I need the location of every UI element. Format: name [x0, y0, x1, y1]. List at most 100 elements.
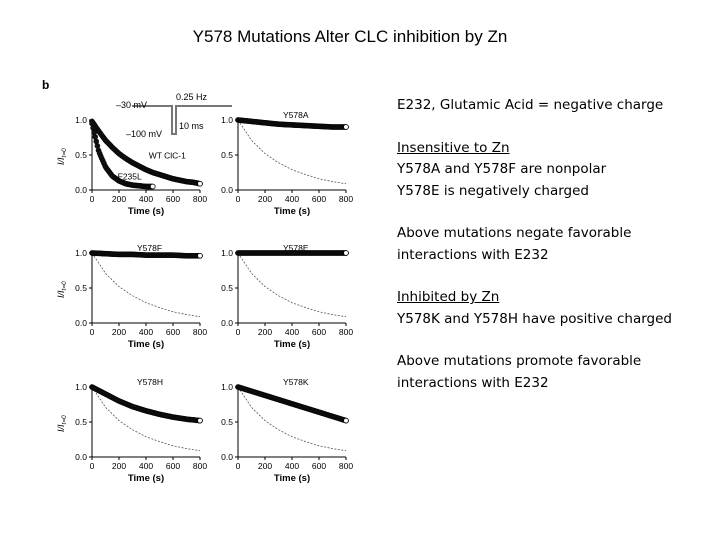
y-tick-label: 0.0 [221, 185, 233, 195]
y-tick-label: 0.0 [221, 452, 233, 462]
x-tick-label: 600 [312, 327, 326, 337]
x-tick-label: 200 [112, 194, 126, 204]
wt-reference-curve [237, 252, 347, 318]
x-axis-label: Time (s) [128, 473, 164, 484]
x-axis-label: Time (s) [274, 206, 310, 217]
insensitive-line-1: Y578A and Y578F are nonpolar [397, 161, 607, 177]
x-tick-label: 0 [90, 194, 95, 204]
figure-panel-b: b –30 mV 0.25 Hz 10 ms –100 mV 0 200 400 60… [42, 78, 353, 484]
inset-holding-label: –30 mV [116, 100, 147, 110]
y-axis-label: I/It=0 [56, 415, 68, 432]
y-tick-label: 0.0 [221, 318, 233, 328]
x-tick-label: 400 [139, 194, 153, 204]
protocol-inset [132, 105, 232, 135]
y-axis-label: I/It=0 [56, 148, 68, 165]
x-tick-label: 600 [312, 194, 326, 204]
end-point [149, 183, 156, 190]
series-label: F235L [118, 172, 142, 182]
x-tick-label: 400 [285, 194, 299, 204]
note-e232: E232, Glutamic Acid = negative charge [397, 95, 717, 117]
panel-name-label: Y578K [283, 377, 309, 387]
x-axis-label: Time (s) [274, 473, 310, 484]
wt-reference-curve [91, 386, 201, 452]
x-axis-label: Time (s) [274, 339, 310, 350]
end-point [197, 180, 203, 187]
y-tick-label: 1.0 [75, 382, 87, 392]
end-point [343, 124, 349, 130]
note-negate: Above mutations negate favorable interac… [397, 223, 717, 266]
inset-test-label: –100 mV [126, 129, 162, 139]
x-tick-label: 200 [112, 461, 126, 471]
x-tick-label: 600 [166, 461, 180, 471]
y-tick-label: 0.5 [221, 283, 233, 293]
y-tick-label: 1.0 [221, 248, 233, 258]
y-tick-label: 0.5 [221, 150, 233, 160]
y-axis-label-subscript: t=0 [61, 415, 68, 425]
x-tick-label: 200 [258, 327, 272, 337]
chart-top-right: 0 200 400 600 800 0.0 0.5 1.0 Time (s) Y578A [221, 110, 353, 217]
end-point [343, 417, 349, 424]
notes-panel: E232, Glutamic Acid = negative charge In… [397, 95, 717, 415]
y-tick-label: 0.0 [75, 452, 87, 462]
x-tick-label: 600 [166, 194, 180, 204]
y-tick-label: 1.0 [221, 382, 233, 392]
note-e232-text: E232, Glutamic Acid = negative charge [397, 97, 664, 113]
insensitive-line-2: Y578E is negatively charged [397, 182, 589, 199]
wt-reference-curve [237, 119, 347, 185]
y-tick-label: 0.5 [75, 150, 87, 160]
x-tick-label: 800 [339, 461, 353, 471]
x-tick-label: 0 [90, 327, 95, 337]
inset-duration-label: 10 ms [179, 121, 204, 131]
note-promote: Above mutations promote favorable intera… [397, 351, 717, 394]
y-tick-label: 0.5 [75, 283, 87, 293]
y-axis-label-subscript: t=0 [61, 148, 68, 158]
x-tick-label: 200 [258, 461, 272, 471]
series-label: WT ClC-1 [149, 151, 186, 161]
slide-title: Y578 Mutations Alter CLC inhibition by Z… [192, 27, 508, 46]
x-tick-label: 400 [139, 327, 153, 337]
y-tick-label: 0.0 [75, 185, 87, 195]
y-tick-label: 1.0 [221, 115, 233, 125]
x-tick-label: 600 [166, 327, 180, 337]
negate-line-1: Above mutations negate favorable [397, 225, 632, 241]
panel-name-label: Y578A [283, 110, 309, 120]
promote-line-1: Above mutations promote favorable [397, 353, 642, 369]
x-tick-label: 400 [285, 461, 299, 471]
panel-name-label: Y578E [283, 243, 309, 253]
y-tick-label: 0.5 [221, 417, 233, 427]
end-point [197, 253, 203, 259]
y-axis-label-subscript: t=0 [61, 281, 68, 291]
inset-frequency-label: 0.25 Hz [176, 92, 208, 102]
y-axis-label: I/It=0 [56, 281, 68, 298]
note-inhibited: Inhibited by Zn Y578K and Y578H have pos… [397, 287, 717, 330]
y-tick-label: 1.0 [75, 248, 87, 258]
chart-middle-left: 0 200 400 600 800 0.0 0.5 1.0 Time (s) I/It=0 Y578… [56, 243, 207, 350]
panel-name-label: Y578H [137, 377, 163, 387]
inhibited-heading: Inhibited by Zn [397, 289, 500, 305]
y-tick-label: 1.0 [75, 115, 87, 125]
wt-reference-curve [237, 386, 347, 452]
x-tick-label: 800 [193, 194, 207, 204]
wt-reference-curve [91, 252, 201, 318]
promote-line-2: interactions with E232 [397, 374, 549, 391]
chart-bottom-right: 0 200 400 600 800 0.0 0.5 1.0 Time (s) Y578K [221, 377, 353, 484]
x-tick-label: 800 [339, 327, 353, 337]
x-axis-label: Time (s) [128, 206, 164, 217]
x-tick-label: 200 [112, 327, 126, 337]
end-point [197, 417, 203, 424]
inhibited-line-1: Y578K and Y578H have positive charged [397, 310, 672, 327]
negate-line-2: interactions with E232 [397, 246, 549, 263]
x-tick-label: 0 [236, 461, 241, 471]
x-tick-label: 600 [312, 461, 326, 471]
insensitive-heading: Insensitive to Zn [397, 139, 510, 156]
chart-middle-right: 0 200 400 600 800 0.0 0.5 1.0 Time (s) Y578E [221, 243, 353, 350]
panel-name-label: Y578F [137, 243, 162, 253]
chart-bottom-left: 0 200 400 600 800 0.0 0.5 1.0 Time (s) I/It=0 Y578… [56, 377, 207, 484]
x-tick-label: 0 [90, 461, 95, 471]
chart-top-left: 0 200 400 600 800 0.0 0.5 1.0 Time (s) I/It=0 WT C… [56, 115, 207, 217]
x-axis-label: Time (s) [128, 339, 164, 350]
note-insensitive: Insensitive to Zn Y578A and Y578F are no… [397, 138, 717, 203]
x-tick-label: 800 [339, 194, 353, 204]
y-tick-label: 0.0 [75, 318, 87, 328]
x-tick-label: 400 [139, 461, 153, 471]
